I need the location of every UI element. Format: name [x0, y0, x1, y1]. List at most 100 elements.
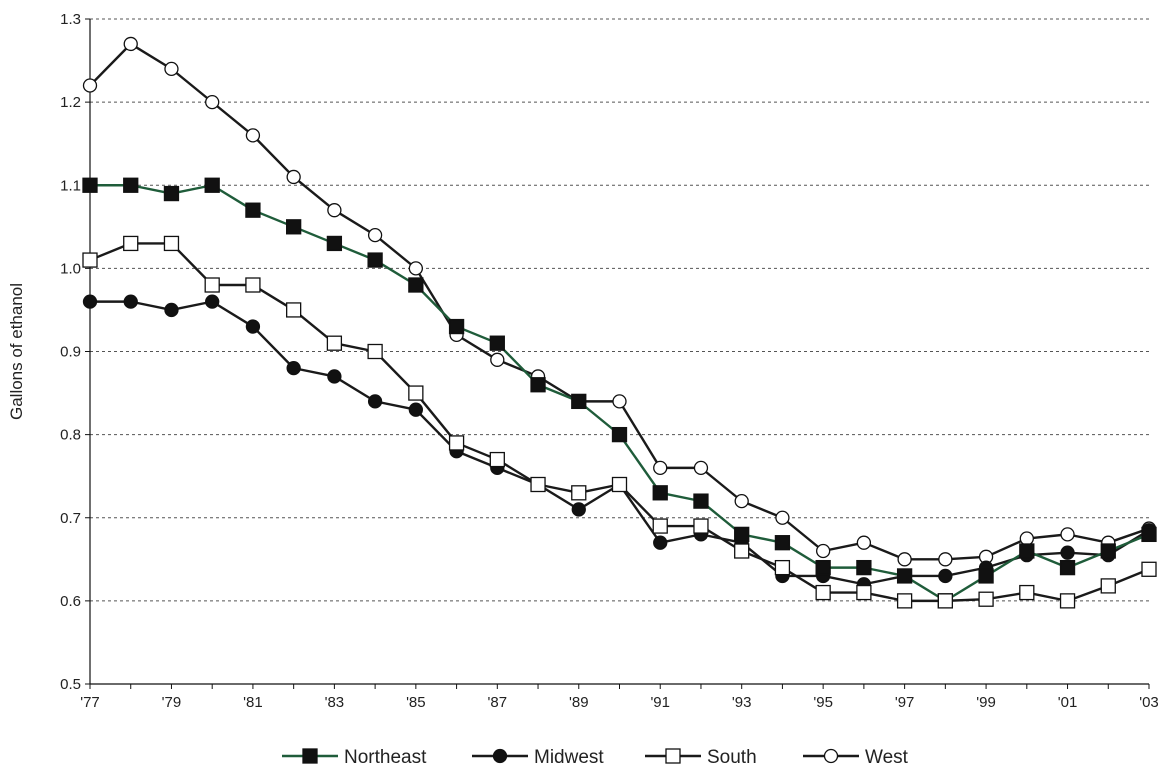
data-point-south — [815, 584, 831, 601]
data-point-south — [82, 252, 98, 268]
legend-label: Northeast — [344, 747, 427, 768]
x-tick-label: '85 — [406, 694, 426, 711]
data-point-west — [82, 78, 98, 93]
y-tick-label: 1.0 — [60, 260, 81, 277]
data-point-west — [1019, 531, 1034, 546]
data-point-south — [1059, 593, 1076, 609]
x-tick-label: '97 — [895, 694, 915, 711]
data-point-west — [286, 169, 301, 185]
x-tick-label: '87 — [488, 694, 508, 711]
data-point-northeast — [367, 252, 383, 268]
data-point-west — [612, 394, 627, 409]
data-point-south — [245, 277, 261, 293]
data-point-south — [1019, 584, 1035, 601]
legend-marker — [665, 748, 681, 764]
data-point-south — [652, 518, 668, 534]
data-point-northeast — [815, 559, 831, 576]
data-point-south — [448, 435, 465, 451]
data-point-south — [204, 277, 220, 293]
data-point-west — [897, 552, 912, 567]
legend-item-west: West — [803, 747, 909, 768]
data-point-west — [408, 261, 423, 276]
legend-item-south: South — [645, 747, 757, 768]
data-point-northeast — [204, 177, 220, 193]
series-northeast — [82, 177, 1157, 609]
data-point-northeast — [1100, 543, 1116, 559]
data-point-midwest — [205, 294, 220, 309]
data-point-midwest — [653, 535, 668, 550]
x-tick-label: '91 — [650, 694, 670, 711]
axes: 0.5 0.6 0.7 0.8 0.9 1.0 1.1 1.2 1.3 '77 '79 '81 '83 '… — [60, 11, 1159, 711]
series-line-south — [89, 242, 1150, 603]
data-point-south — [611, 476, 628, 493]
data-point-south — [1141, 561, 1157, 577]
data-point-south — [163, 235, 180, 252]
data-point-northeast — [978, 568, 994, 584]
data-point-midwest — [286, 360, 301, 376]
y-tick-label: 1.2 — [60, 94, 81, 111]
data-point-west — [816, 543, 831, 559]
data-point-south — [856, 584, 872, 601]
legend-label: South — [707, 747, 757, 768]
data-point-midwest — [245, 319, 261, 334]
data-point-northeast — [530, 377, 546, 393]
data-point-south — [123, 235, 139, 252]
data-point-west — [123, 36, 138, 52]
y-tick-label: 0.5 — [60, 676, 81, 693]
data-point-midwest — [327, 369, 342, 384]
y-tick-label: 0.6 — [60, 593, 81, 610]
data-point-northeast — [774, 535, 791, 551]
data-point-west — [205, 94, 220, 110]
legend-marker — [492, 748, 508, 764]
data-point-northeast — [571, 393, 587, 410]
data-point-northeast — [693, 493, 709, 509]
x-tick-label: '77 — [80, 694, 100, 711]
legend: Northeast Midwest South West — [282, 747, 909, 768]
series-line-northeast — [90, 184, 1150, 603]
data-point-west — [856, 535, 872, 550]
data-point-midwest — [123, 294, 138, 309]
data-point-northeast — [286, 219, 302, 235]
series-south — [82, 235, 1157, 609]
x-tick-label: '01 — [1058, 694, 1078, 711]
x-tick-label: '89 — [569, 694, 589, 711]
data-point-west — [164, 61, 179, 77]
y-axis-title: Gallons of ethanol — [7, 283, 26, 420]
y-tick-label: 1.1 — [60, 177, 81, 194]
gridlines — [90, 18, 1149, 602]
legend-marker — [302, 748, 318, 764]
data-point-midwest — [164, 302, 179, 318]
data-point-northeast — [896, 568, 913, 584]
data-point-midwest — [1060, 545, 1075, 560]
x-tick-label: '03 — [1139, 694, 1159, 711]
data-point-west — [734, 493, 749, 509]
data-point-northeast — [734, 526, 750, 543]
data-point-northeast — [1141, 526, 1157, 543]
data-point-northeast — [163, 185, 180, 202]
y-tick-label: 0.9 — [60, 344, 81, 361]
data-point-south — [489, 451, 505, 468]
data-point-midwest — [82, 294, 98, 309]
data-point-northeast — [856, 559, 872, 576]
data-point-west — [653, 460, 668, 476]
data-point-west — [775, 510, 790, 525]
data-point-west — [693, 460, 709, 476]
data-point-northeast — [123, 177, 139, 193]
data-point-south — [774, 559, 791, 576]
data-point-west — [327, 203, 342, 218]
data-point-midwest — [408, 402, 423, 417]
data-point-south — [978, 591, 994, 607]
x-tick-label: '79 — [162, 694, 182, 711]
data-point-south — [367, 343, 383, 360]
data-point-west — [490, 352, 505, 367]
data-point-south — [734, 543, 750, 559]
data-point-south — [326, 335, 343, 351]
data-point-northeast — [326, 235, 343, 252]
data-point-northeast — [652, 485, 668, 501]
data-point-northeast — [1019, 543, 1035, 559]
y-tick-label: 0.7 — [60, 510, 81, 527]
data-point-northeast — [448, 318, 465, 335]
data-point-south — [408, 385, 424, 401]
